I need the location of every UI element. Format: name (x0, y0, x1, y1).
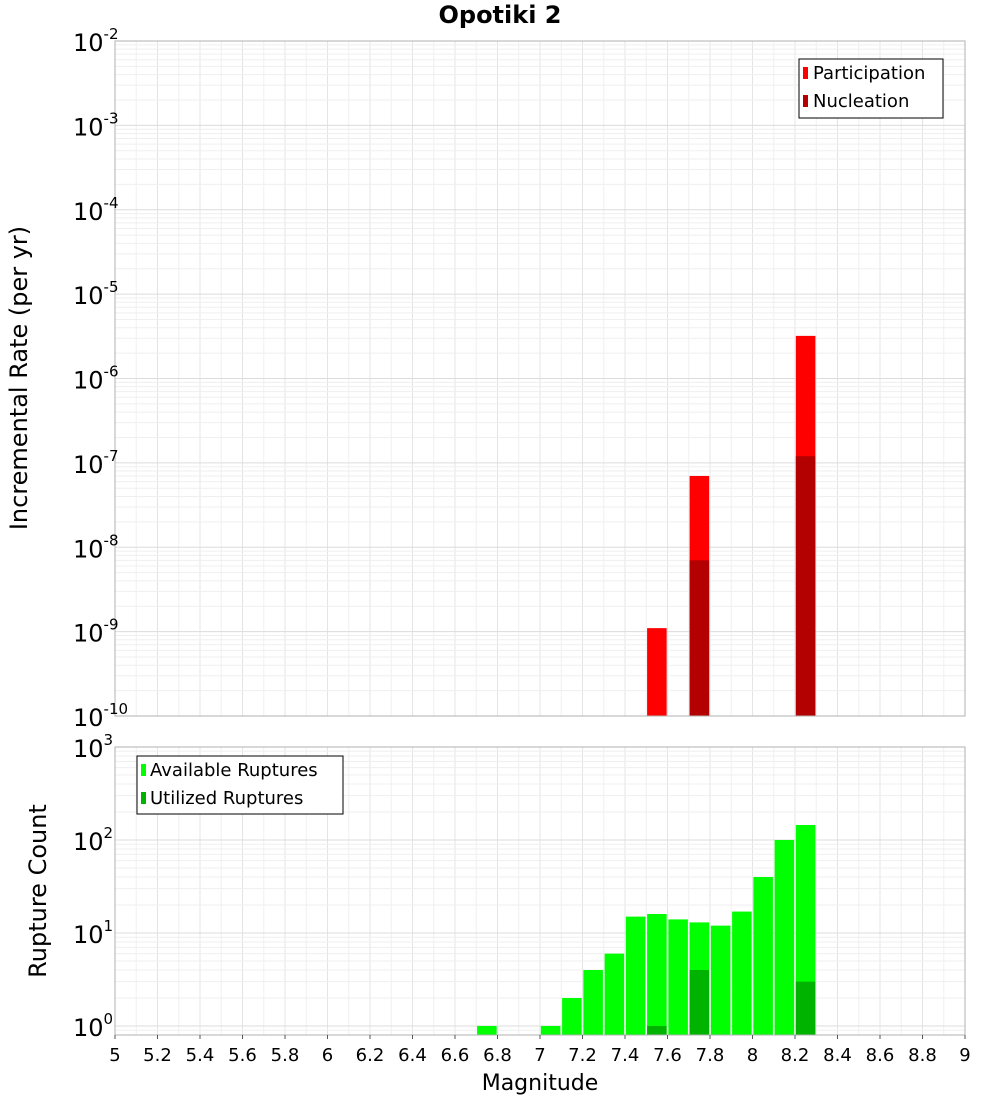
x-tick-label: 6.2 (356, 1045, 385, 1066)
bottom-y-tick-labels: 100 101 102 103 (73, 731, 113, 1042)
y-tick-label: 10-6 (73, 363, 119, 395)
bar-available-ruptures (668, 919, 688, 1035)
x-tick-label: 6.4 (398, 1045, 427, 1066)
bottom-y-axis-label: Rupture Count (24, 804, 52, 978)
bar-available-ruptures (625, 916, 646, 1035)
bar-utilized-ruptures (647, 1025, 667, 1035)
y-tick-label: 10-7 (73, 447, 119, 479)
bar-utilized-ruptures (795, 981, 816, 1035)
top-bars (647, 335, 816, 716)
bottom-bars (477, 824, 816, 1035)
x-tick-label: 8.4 (823, 1045, 852, 1066)
x-tick-label: 9 (959, 1045, 970, 1066)
bar-available-ruptures (753, 877, 773, 1035)
top-y-axis-label: Incremental Rate (per yr) (5, 226, 33, 530)
y-tick-label: 10-9 (73, 616, 119, 648)
bar-participation (647, 628, 667, 716)
bar-available-ruptures (710, 925, 731, 1035)
x-tick-label: 6.8 (483, 1045, 512, 1066)
x-tick-label: 5.6 (228, 1045, 257, 1066)
x-tick-label: 8 (747, 1045, 758, 1066)
bar-available-ruptures (647, 914, 667, 1035)
x-tick-label: 5 (109, 1045, 120, 1066)
y-tick-label: 102 (73, 824, 113, 856)
x-tick-label: 5.8 (271, 1045, 300, 1066)
legend-label-nucleation: Nucleation (813, 91, 909, 112)
x-tick-label: 5.4 (186, 1045, 215, 1066)
x-tick-label: 7.8 (696, 1045, 725, 1066)
bar-nucleation (795, 456, 816, 716)
y-tick-label: 10-2 (73, 25, 119, 57)
y-tick-label: 101 (73, 917, 113, 949)
top-gridlines (114, 40, 966, 717)
y-tick-label: 10-10 (73, 700, 128, 732)
x-tick-labels: 5 5.2 5.4 5.6 5.8 6 6.2 6.4 6.6 6.8 7 7.2 7.4 7.6 7.8 8… (109, 1035, 971, 1066)
top-legend: Participation Nucleation (798, 58, 944, 119)
legend-label-available-ruptures: Available Ruptures (150, 760, 318, 781)
y-tick-label: 103 (73, 731, 113, 763)
bottom-legend: Available Ruptures Utilized Ruptures (136, 755, 344, 815)
y-tick-label: 10-5 (73, 278, 119, 310)
bar-utilized-ruptures (689, 969, 710, 1035)
x-tick-label: 6.6 (441, 1045, 470, 1066)
legend-swatch-available-ruptures (141, 764, 146, 776)
bar-available-ruptures (562, 997, 582, 1035)
legend-swatch-nucleation (803, 95, 808, 107)
x-tick-label: 7.2 (568, 1045, 597, 1066)
bar-available-ruptures (774, 839, 795, 1035)
y-tick-label: 10-3 (73, 109, 119, 141)
x-tick-label: 6 (322, 1045, 333, 1066)
top-legend-box (798, 58, 944, 119)
x-axis-label: Magnitude (482, 1071, 599, 1096)
x-tick-label: 8.8 (908, 1045, 937, 1066)
chart-title: Opotiki 2 (438, 1, 561, 29)
top-plot-frame (114, 40, 966, 717)
top-y-tick-labels: 10-10 10-9 10-8 10-7 10-6 10-5 10-4 10-3 10-2 (73, 25, 128, 732)
legend-label-participation: Participation (813, 63, 925, 84)
x-tick-label: 5.2 (143, 1045, 172, 1066)
bar-available-ruptures (732, 911, 752, 1035)
bar-available-ruptures (540, 1025, 561, 1035)
y-tick-label: 10-4 (73, 194, 119, 226)
x-tick-label: 8.2 (781, 1045, 810, 1066)
x-tick-label: 7 (534, 1045, 545, 1066)
y-tick-label: 10-8 (73, 531, 119, 563)
y-tick-label: 100 (73, 1010, 113, 1042)
legend-label-utilized-ruptures: Utilized Ruptures (150, 788, 303, 809)
legend-swatch-utilized-ruptures (141, 792, 146, 804)
x-tick-label: 7.6 (653, 1045, 682, 1066)
legend-swatch-participation (803, 67, 808, 79)
bar-available-ruptures (604, 953, 625, 1035)
bottom-legend-box (136, 755, 344, 815)
x-tick-label: 7.4 (611, 1045, 640, 1066)
bar-available-ruptures (477, 1025, 497, 1035)
bar-nucleation (689, 560, 710, 716)
x-tick-label: 8.6 (866, 1045, 895, 1066)
bar-available-ruptures (583, 969, 603, 1035)
